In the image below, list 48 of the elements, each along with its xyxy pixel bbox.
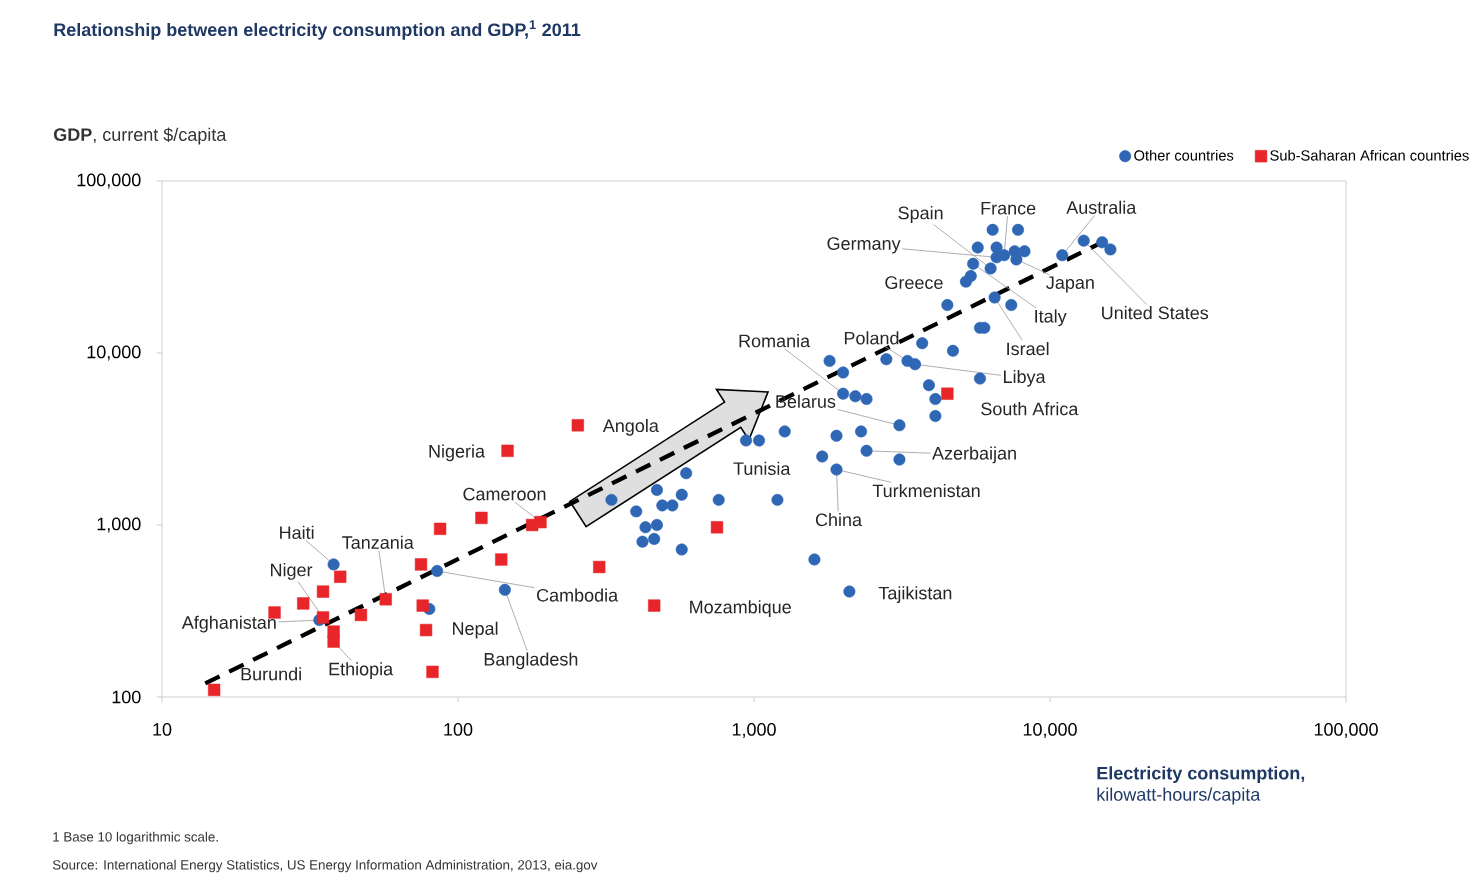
- x-tick-label: 100: [444, 723, 473, 736]
- y-tick-label: 1,000: [97, 517, 141, 533]
- annotation: Poland: [844, 331, 899, 345]
- annotation: Bangladesh: [484, 652, 578, 670]
- annotation: Nigeria: [429, 444, 486, 462]
- y-tick-label: 10,000: [87, 345, 141, 361]
- annotation: France: [981, 202, 1036, 215]
- annotation: Mozambique: [690, 600, 791, 617]
- x-tick-label: 10: [153, 723, 172, 736]
- annotation: United States: [1102, 306, 1209, 320]
- chart-title: Relationship between electricity consumption and GDP,$^{1}$ 2011: [54, 20, 581, 40]
- annotation: Libya: [1004, 369, 1046, 387]
- annotation: Italy: [1035, 309, 1067, 327]
- annotation: Ethiopia: [329, 662, 394, 679]
- source-note: Source: International Energy Statistics, US Energy Information Administration, 2013, eia.gov: [52, 859, 598, 873]
- annotation: Angola: [602, 418, 659, 436]
- legend-label: Other countries: [1134, 149, 1234, 161]
- text: 1 Base 10 logarithmic scale.: [53, 831, 218, 845]
- annotation: Cambodia: [537, 588, 619, 602]
- annotation: Tajikistan: [878, 586, 952, 604]
- x-tick-label: 1,000: [732, 723, 776, 738]
- annotation: China: [815, 512, 863, 527]
- annotation: Australia: [1066, 200, 1137, 214]
- annotation: Haiti: [280, 525, 314, 540]
- annotation: Afghanistan: [181, 615, 276, 633]
- x-axis-title: Electricity consumption, kilowatt-hours/capita: [1097, 766, 1305, 805]
- annotation: Tanzania: [342, 535, 414, 549]
- y-tick-label: 100,000: [77, 173, 141, 189]
- annotation: Turkmenistan: [872, 483, 980, 498]
- legend-label: Sub-Saharan African countries: [1270, 149, 1469, 161]
- annotation: Germany: [827, 237, 901, 254]
- annotation: Israel: [1007, 341, 1049, 356]
- annotation: Azerbaijan: [932, 446, 1016, 464]
- annotation: Spain: [898, 206, 943, 223]
- annotation: Nepal: [453, 621, 498, 639]
- annotation: Cameroon: [463, 487, 546, 501]
- x-tick-label: 10,000: [1023, 723, 1077, 738]
- annotation: Burundi: [241, 667, 301, 681]
- annotation: Belarus: [776, 394, 836, 408]
- annotation: Tunisia: [733, 461, 791, 476]
- y-axis-title: GDP, current $/capita: [54, 127, 227, 145]
- annotation: Niger: [271, 563, 313, 580]
- annotation: South Africa: [981, 402, 1079, 416]
- annotation: Japan: [1046, 276, 1094, 293]
- annotation: Greece: [885, 276, 943, 289]
- y-tick-label: 100: [112, 690, 141, 704]
- x-tick-label: 100,000: [1314, 723, 1378, 738]
- annotation: Romania: [739, 334, 811, 348]
